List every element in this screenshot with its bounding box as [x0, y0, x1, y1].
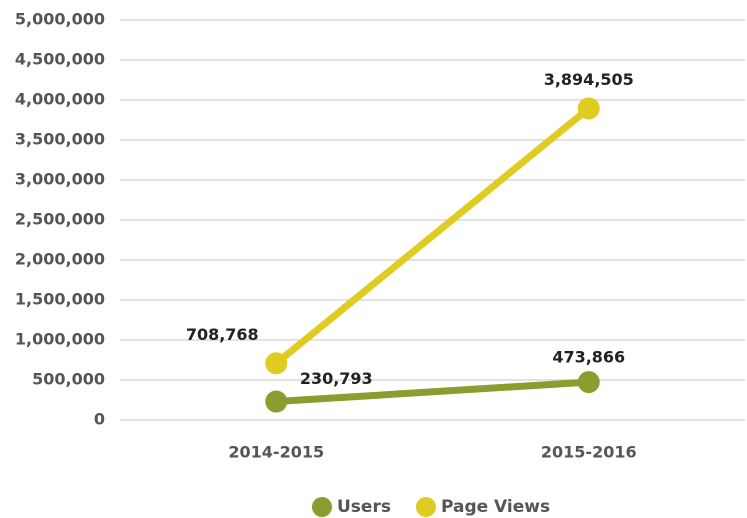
legend-label: Users: [337, 497, 391, 517]
point: [265, 390, 288, 413]
y-tick-label: 5,000,000: [15, 10, 105, 29]
x-tick-label: 2015-2016: [541, 443, 637, 462]
point: [265, 352, 288, 375]
y-tick-label: 2,000,000: [15, 250, 105, 269]
point: [577, 97, 600, 120]
y-tick-label: 4,500,000: [15, 50, 105, 69]
y-tick-label: 1,500,000: [15, 290, 105, 309]
y-tick-label: 4,000,000: [15, 90, 105, 109]
y-tick-label: 3,000,000: [15, 170, 105, 189]
data-label: 230,793: [300, 369, 373, 388]
data-label: 3,894,505: [544, 70, 634, 89]
y-tick-label: 1,000,000: [15, 330, 105, 349]
data-label: 708,768: [186, 325, 259, 344]
legend-label: Page Views: [441, 497, 550, 517]
x-tick-label: 2014-2015: [228, 443, 324, 462]
y-tick-label: 2,500,000: [15, 210, 105, 229]
line: [274, 105, 591, 367]
legend-marker: [415, 497, 436, 517]
data-label: 473,866: [552, 348, 625, 367]
y-tick-label: 0: [94, 410, 105, 429]
y-tick-label: 500,000: [32, 370, 105, 389]
line: [276, 378, 589, 406]
y-tick-label: 3,500,000: [15, 130, 105, 149]
legend-marker: [312, 497, 332, 517]
point: [577, 371, 600, 394]
